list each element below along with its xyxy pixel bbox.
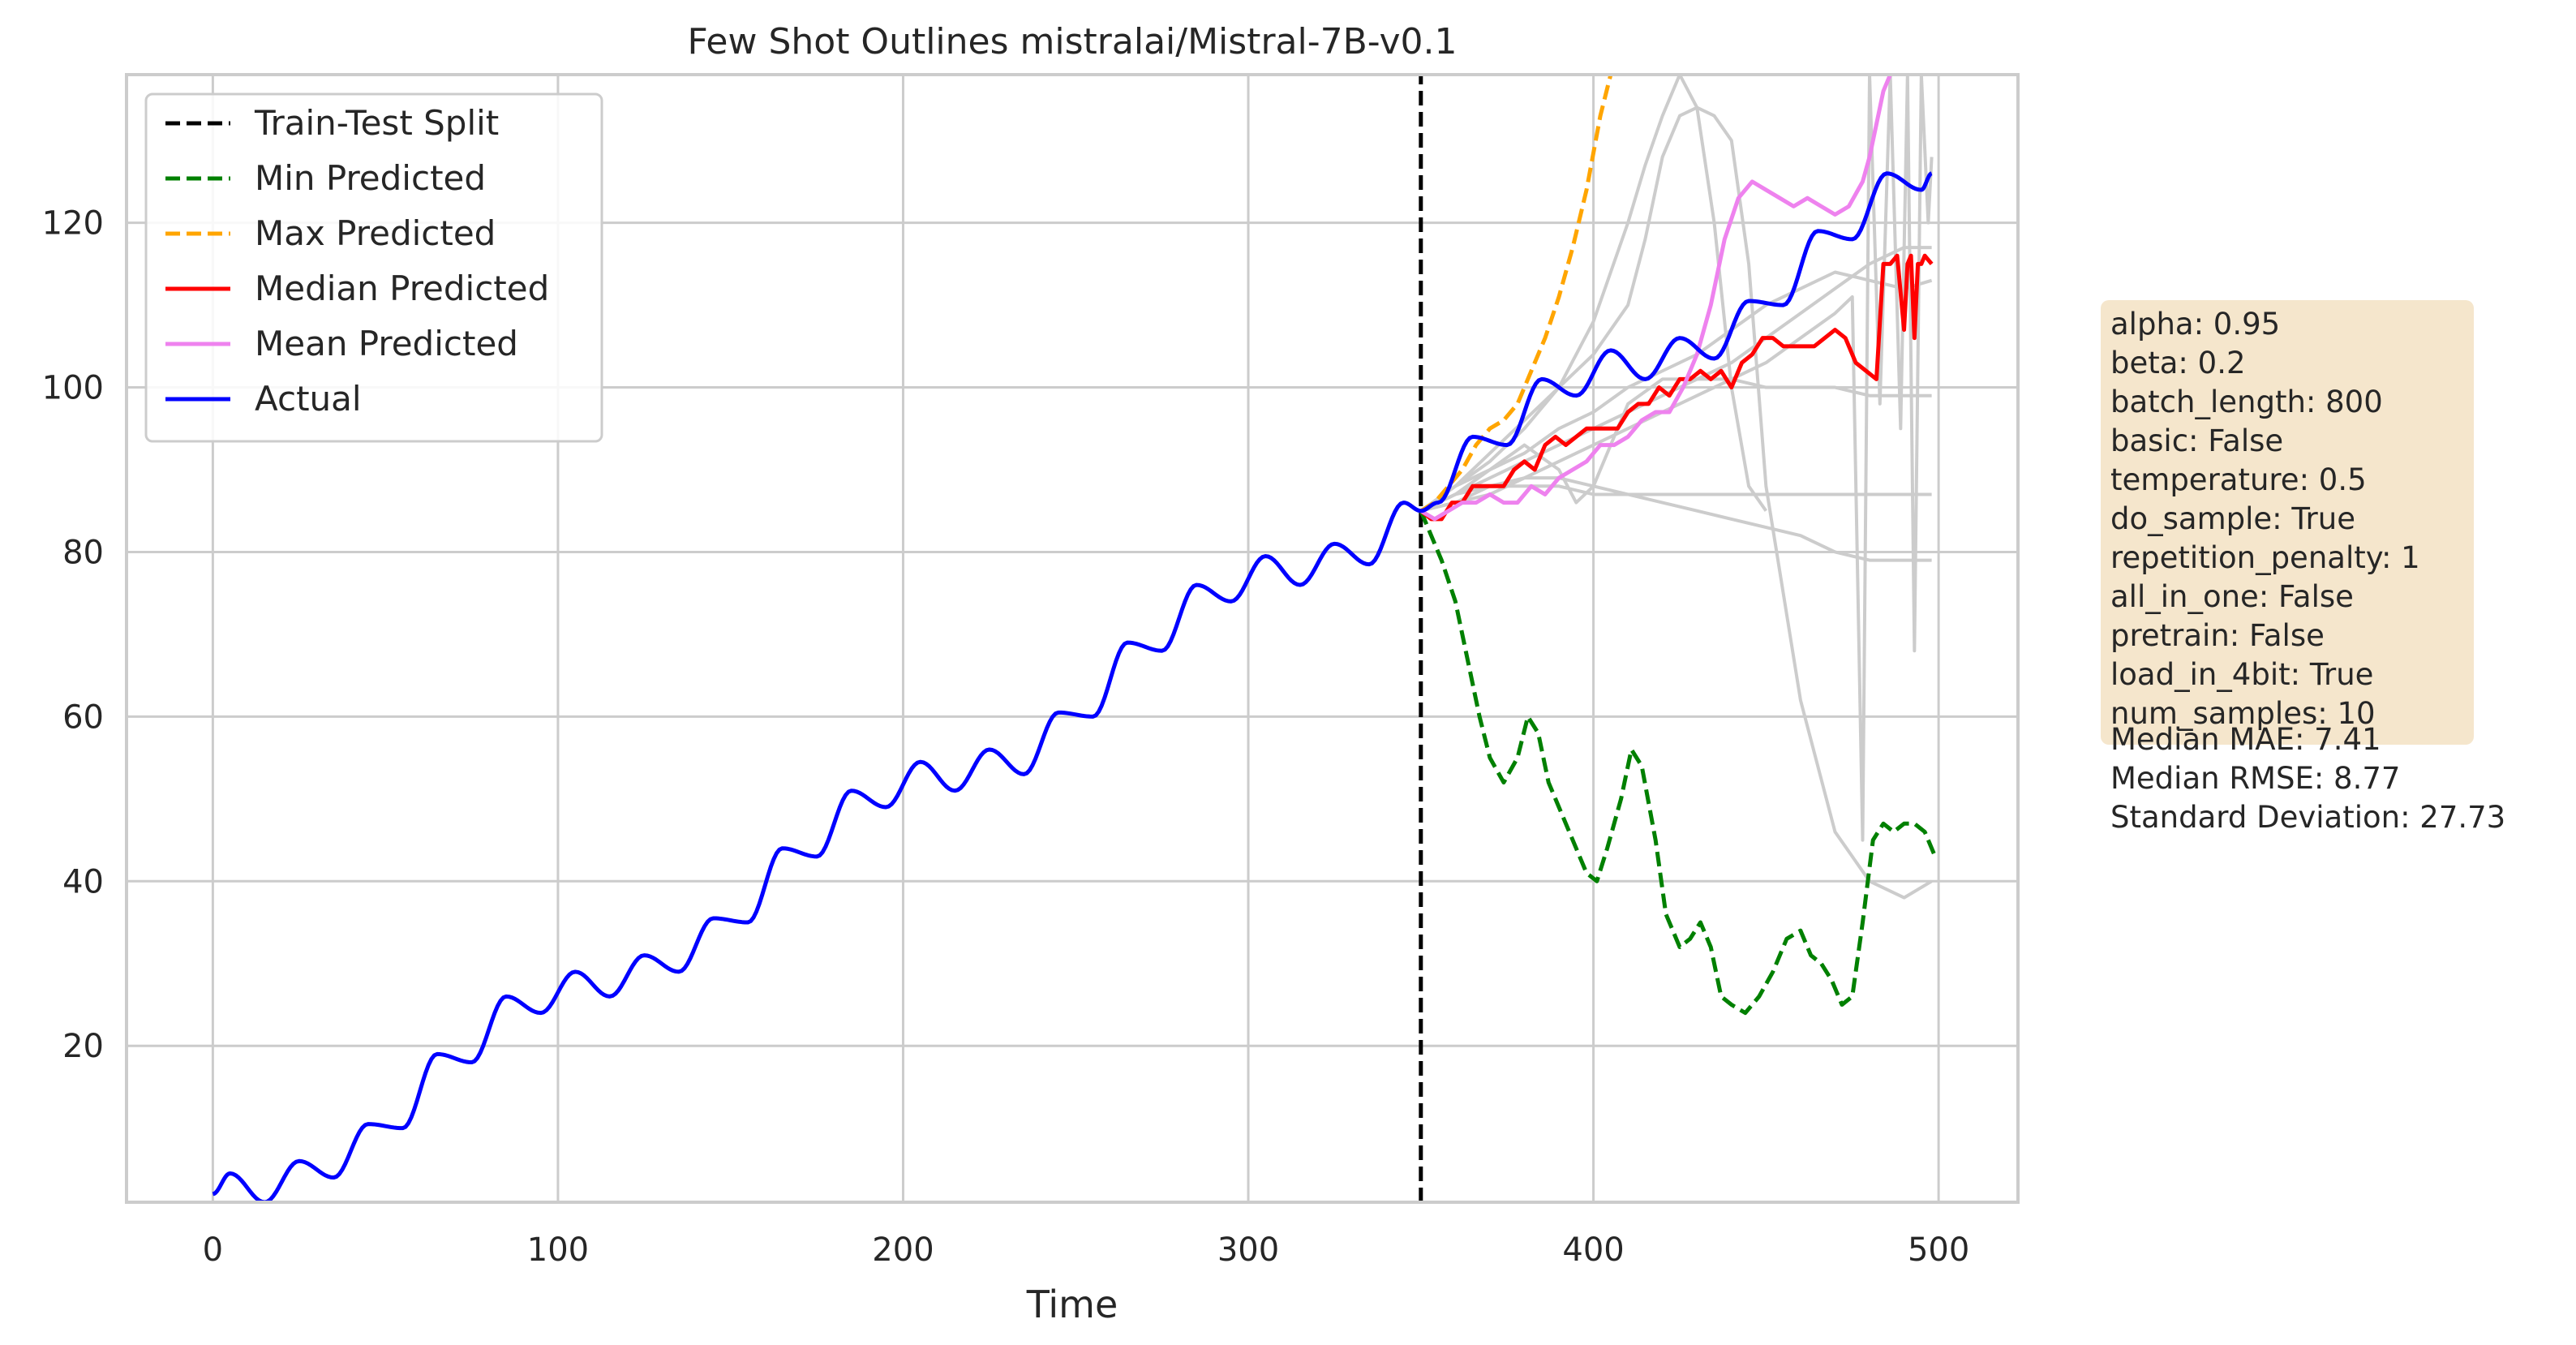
stats-extra-line: Median MAE: 7.41: [2110, 722, 2381, 757]
sample-line: [1419, 105, 1933, 900]
stats-box-background: [2101, 300, 2474, 745]
stats-line: num_samples: 10: [2110, 696, 2376, 731]
stats-line: load_in_4bit: True: [2110, 657, 2373, 692]
series-line-actual: [212, 171, 1934, 1202]
series-lines: [212, 75, 1938, 1202]
x-ticks: 0 100 200 300 400 500: [203, 1231, 1970, 1269]
x-axis-label: Time: [1026, 1283, 1118, 1326]
x-tick-label: 300: [1217, 1231, 1279, 1269]
plot-frame: [125, 73, 2020, 1204]
sample-line: [1419, 270, 1933, 513]
stats-line: basic: False: [2110, 423, 2283, 458]
y-tick-label: 120: [42, 205, 104, 243]
y-tick-label: 40: [62, 863, 104, 900]
x-tick-label: 200: [872, 1231, 934, 1269]
stats-line: alpha: 0.95: [2110, 307, 2280, 342]
legend-label: Median Predicted: [255, 269, 549, 308]
legend-frame: [144, 92, 603, 443]
stats-box: alpha: 0.95 beta: 0.2 batch_length: 800 bas…: [2101, 300, 2505, 835]
y-tick-label: 60: [62, 698, 104, 736]
stats-extra-line: Standard Deviation: 27.73: [2110, 800, 2505, 835]
sample-line: [1420, 75, 1934, 842]
y-tick-label: 100: [42, 370, 104, 407]
x-tick-label: 0: [203, 1231, 223, 1269]
legend: Train-Test Split Min Predicted Max Predict…: [144, 92, 603, 443]
x-tick-label: 400: [1562, 1231, 1624, 1269]
stats-line: do_sample: True: [2110, 501, 2355, 536]
legend-label: Min Predicted: [255, 158, 486, 198]
stats-extra-line: Median RMSE: 8.77: [2110, 761, 2400, 796]
stats-line: batch_length: 800: [2110, 385, 2383, 419]
stats-line: all_in_one: False: [2110, 579, 2354, 614]
legend-label: Actual: [255, 379, 362, 419]
x-tick-label: 500: [1908, 1231, 1969, 1269]
series-line-mean-predicted: [1419, 75, 1892, 522]
stats-line: beta: 0.2: [2110, 346, 2246, 380]
series-line-median-predicted: [1419, 253, 1934, 522]
x-tick-label: 100: [527, 1231, 589, 1269]
stats-line: repetition_penalty: 1: [2110, 540, 2420, 575]
stats-line: temperature: 0.5: [2110, 462, 2367, 497]
y-ticks: 20 40 60 80 100 120: [42, 205, 104, 1066]
stats-line: pretrain: False: [2110, 618, 2325, 653]
legend-label: Mean Predicted: [255, 324, 518, 363]
series-line-min-predicted: [1419, 509, 1938, 1016]
y-tick-label: 20: [62, 1028, 104, 1065]
legend-label: Max Predicted: [255, 213, 496, 253]
y-tick-label: 80: [62, 534, 104, 571]
sample-line: [1419, 377, 1932, 513]
series-line-max-predicted: [1419, 75, 1613, 513]
legend-label: Train-Test Split: [254, 103, 499, 143]
chart-title: Few Shot Outlines mistralai/Mistral-7B-v…: [688, 21, 1458, 62]
